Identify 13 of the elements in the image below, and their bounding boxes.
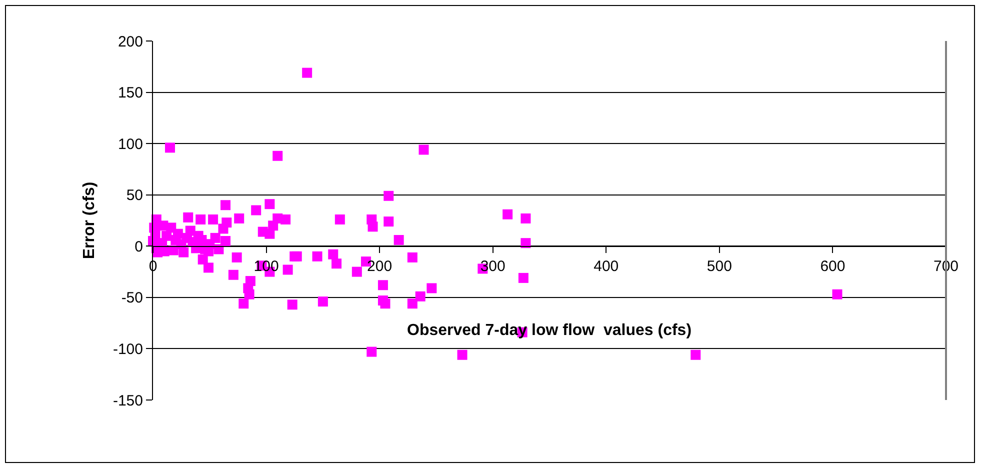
y-tick-label: 0 [134,238,143,256]
x-tick-label: 500 [706,258,732,276]
y-tick-label: -50 [121,290,143,307]
y-tick-label: 150 [118,84,143,102]
y-tick-label: -150 [112,392,143,410]
x-tick-label: 400 [594,258,619,276]
y-tick-label: 200 [118,33,143,50]
y-tick-label: 50 [126,187,143,204]
y-tick-label: -100 [112,340,143,358]
x-tick-label: 600 [820,258,846,276]
y-axis-title: Error (cfs) [80,182,98,260]
x-tick-label: 200 [367,258,392,276]
y-tick-label: 100 [118,136,143,153]
